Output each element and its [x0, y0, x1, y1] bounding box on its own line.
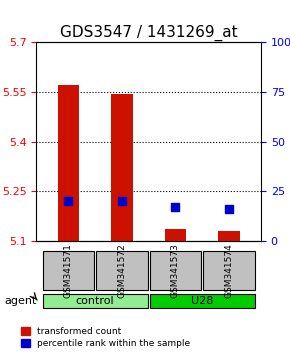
Legend: transformed count, percentile rank within the sample: transformed count, percentile rank withi…: [19, 325, 192, 349]
Bar: [218, 231, 240, 241]
Text: GSM341573: GSM341573: [171, 243, 180, 298]
Text: GSM341574: GSM341574: [224, 243, 233, 298]
Text: U28: U28: [191, 296, 213, 306]
FancyBboxPatch shape: [203, 251, 255, 290]
Text: control: control: [76, 296, 115, 306]
FancyBboxPatch shape: [96, 251, 148, 290]
FancyBboxPatch shape: [43, 251, 94, 290]
FancyBboxPatch shape: [150, 251, 201, 290]
Text: GSM341571: GSM341571: [64, 243, 73, 298]
FancyBboxPatch shape: [150, 294, 255, 308]
Point: [119, 198, 124, 204]
Point: [226, 206, 231, 212]
Point: [173, 204, 178, 210]
Title: GDS3547 / 1431269_at: GDS3547 / 1431269_at: [60, 25, 238, 41]
FancyBboxPatch shape: [43, 294, 148, 308]
Point: [66, 198, 71, 204]
Text: agent: agent: [4, 296, 36, 306]
Bar: [111, 94, 133, 241]
Bar: [165, 229, 186, 241]
Bar: [58, 85, 79, 241]
Text: GSM341572: GSM341572: [117, 243, 126, 298]
